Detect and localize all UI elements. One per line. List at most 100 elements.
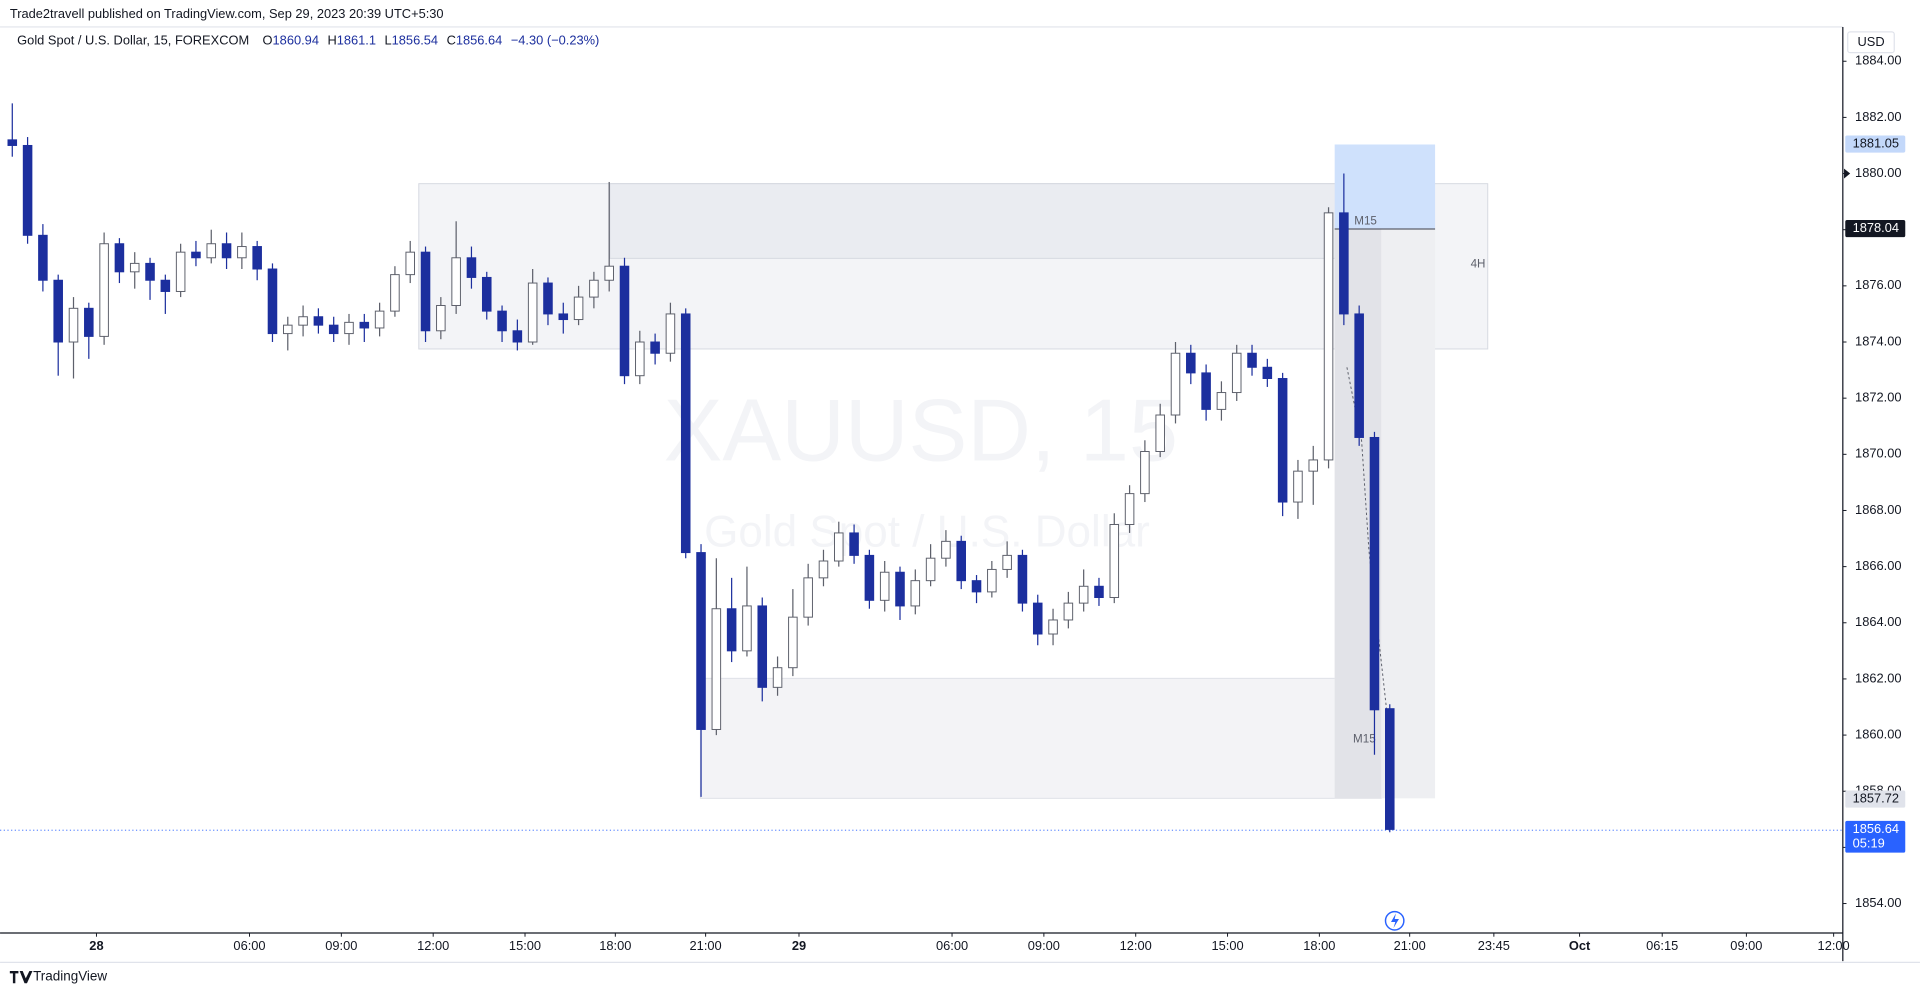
candle-body xyxy=(910,580,921,607)
candle-body xyxy=(390,274,400,312)
candle-body xyxy=(175,251,186,292)
legend-value: 1856.64 xyxy=(456,33,502,48)
candle-body xyxy=(68,307,79,343)
x-tick-label: 12:00 xyxy=(417,938,449,953)
x-tick-label: 23:45 xyxy=(1478,938,1510,953)
legend-change: −4.30 (−0.23%) xyxy=(511,33,600,48)
candle-body xyxy=(1078,585,1089,604)
x-tick-label: 06:00 xyxy=(936,938,968,953)
candle-body xyxy=(1048,619,1058,635)
candle-body xyxy=(374,310,385,329)
x-tick-label: 21:00 xyxy=(690,938,722,953)
candle-body xyxy=(788,616,798,669)
annotation: M15 xyxy=(1353,733,1376,746)
candle-body xyxy=(543,282,553,315)
published-note: Trade2travell published on TradingView.c… xyxy=(10,6,444,21)
candle-body xyxy=(1293,470,1303,503)
candle-body xyxy=(1262,366,1273,379)
candle-body xyxy=(1323,212,1334,461)
candle-body xyxy=(206,243,217,259)
candle-body xyxy=(1277,378,1288,503)
brand-logo xyxy=(9,970,33,984)
target-box xyxy=(1334,144,1436,229)
candle-body xyxy=(772,667,783,688)
candle-body xyxy=(864,554,875,601)
candle-body xyxy=(497,310,507,332)
y-tick-label: 1884.00 xyxy=(1855,53,1901,68)
candle-body xyxy=(1002,554,1012,570)
candle-body xyxy=(252,246,262,270)
x-tick-label: 18:00 xyxy=(1303,938,1335,953)
candle-body xyxy=(696,552,706,730)
candle-body xyxy=(1186,352,1196,374)
currency-button[interactable] xyxy=(1847,31,1895,54)
y-tick-label: 1872.00 xyxy=(1855,390,1901,405)
candle-body xyxy=(726,608,737,652)
y-tick-label: 1874.00 xyxy=(1855,333,1901,348)
price-badge-label: 1881.05 xyxy=(1853,135,1899,150)
legend-label: C xyxy=(447,33,456,48)
x-tick-label: 15:00 xyxy=(509,938,541,953)
legend: Gold Spot / U.S. Dollar, 15, FOREXCOM O1… xyxy=(17,33,599,48)
candle-body xyxy=(665,313,676,354)
candle-body xyxy=(604,265,614,281)
candle-body xyxy=(283,324,293,335)
axes: 1854.001856.001858.001860.001862.001864.… xyxy=(89,53,1906,953)
candle-body xyxy=(1017,554,1028,604)
x-tick-label: Oct xyxy=(1569,938,1591,953)
y-tick-label: 1866.00 xyxy=(1855,558,1901,573)
candle-body xyxy=(405,251,416,276)
candle-body xyxy=(99,243,109,337)
candle-body xyxy=(38,234,48,281)
candle-body xyxy=(7,139,18,146)
x-tick-label: 06:15 xyxy=(1646,938,1678,953)
candle-body xyxy=(359,321,370,329)
price-badge-label: 1878.04 xyxy=(1853,220,1899,235)
y-tick-label: 1862.00 xyxy=(1855,670,1901,685)
candle-body xyxy=(1170,352,1181,416)
candle-body xyxy=(956,540,966,582)
legend-label: H xyxy=(327,33,336,48)
candle-body xyxy=(22,144,33,236)
price-arrow xyxy=(1844,168,1851,179)
x-tick-label: 09:00 xyxy=(1028,938,1060,953)
candle-body xyxy=(1385,708,1395,830)
candle-body xyxy=(1369,436,1380,711)
candle-body xyxy=(1308,459,1319,472)
watermark-symbol: XAUUSD, 15 xyxy=(664,380,1178,479)
candle-body xyxy=(53,279,63,343)
drawings: M15 4H M15 xyxy=(0,144,1843,831)
candle-body xyxy=(298,316,308,326)
y-tick-label: 1882.00 xyxy=(1855,109,1901,124)
x-tick-label: 06:00 xyxy=(233,938,265,953)
y-tick-label: 1860.00 xyxy=(1855,726,1901,741)
candle-body xyxy=(1354,313,1364,438)
candle-body xyxy=(114,243,125,273)
candle-body xyxy=(680,313,691,554)
price-badge xyxy=(1845,220,1906,238)
x-tick-label: 18:00 xyxy=(599,938,631,953)
x-tick-label: 09:00 xyxy=(325,938,357,953)
candle-body xyxy=(481,276,492,312)
y-tick-label: 1880.00 xyxy=(1855,165,1901,180)
candle-body xyxy=(619,265,630,377)
candle-body xyxy=(328,324,339,335)
candle-body xyxy=(971,580,982,593)
candle-body xyxy=(451,257,461,306)
candle-body xyxy=(895,571,905,607)
legend-label: O xyxy=(263,33,273,48)
candle-body xyxy=(1216,392,1227,410)
x-tick-label: 09:00 xyxy=(1730,938,1762,953)
currency[interactable]: USD xyxy=(1858,34,1885,49)
candles xyxy=(7,103,1395,833)
annotation: M15 xyxy=(1354,215,1377,228)
y-tick-label: 1864.00 xyxy=(1855,614,1901,629)
price-badge xyxy=(1845,135,1906,153)
candle-body xyxy=(1201,372,1211,410)
annotation: 4H xyxy=(1471,258,1486,271)
legend-value: 1856.54 xyxy=(392,33,438,48)
candle-body xyxy=(1140,451,1150,495)
candle-body xyxy=(512,330,523,343)
candle-body xyxy=(589,279,599,298)
